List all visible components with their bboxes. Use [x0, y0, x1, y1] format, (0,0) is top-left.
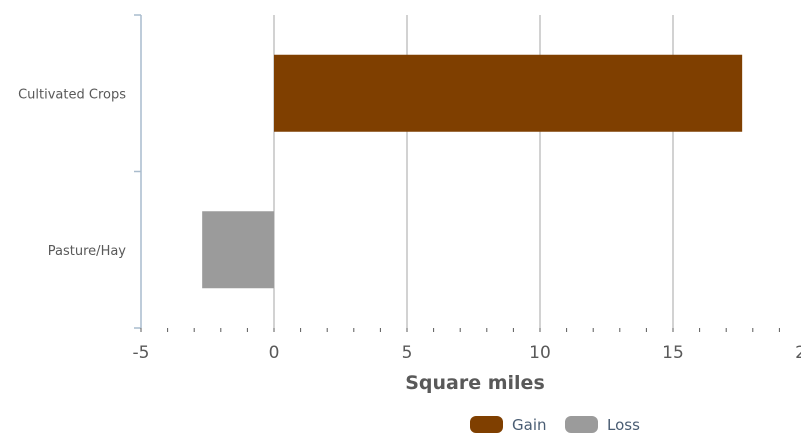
category-label: Cultivated Crops	[18, 87, 126, 102]
legend-swatch-loss	[565, 416, 598, 433]
x-tick-label: 0	[269, 343, 280, 363]
legend-swatch-gain	[470, 416, 503, 433]
x-tick-label: -5	[133, 343, 150, 363]
legend-label-gain: Gain	[512, 416, 547, 433]
x-axis-title: Square miles	[405, 372, 545, 394]
category-labels: Cultivated Crops Pasture/Hay	[18, 87, 126, 259]
legend-label-loss: Loss	[607, 416, 640, 433]
y-axis	[134, 14, 142, 329]
x-tick-labels: -5 0 5 10 15 20	[133, 343, 801, 363]
x-tick-label: 10	[529, 343, 551, 363]
x-tick-label: 15	[662, 343, 684, 363]
x-axis	[140, 328, 780, 332]
bar-loss-pasture-hay	[202, 211, 274, 289]
category-label: Pasture/Hay	[48, 244, 127, 259]
x-tick-label: 5	[402, 343, 413, 363]
bar-gain-cultivated-crops	[274, 54, 743, 132]
legend: Gain Loss	[470, 416, 640, 433]
bars	[202, 54, 743, 289]
x-tick-label: 20	[795, 343, 801, 363]
